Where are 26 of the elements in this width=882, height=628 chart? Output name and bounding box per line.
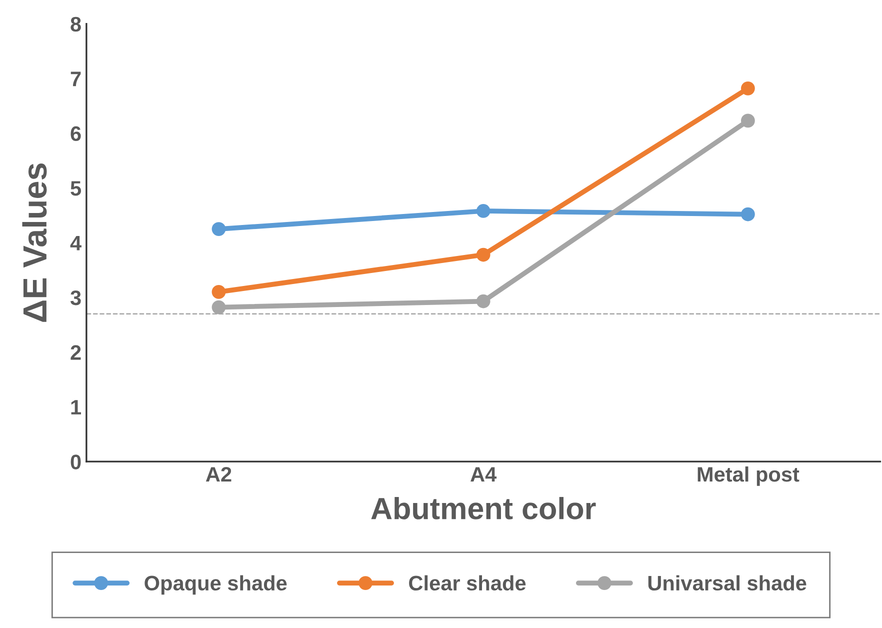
legend-label: Opaque shade [144,575,287,595]
point [212,300,226,314]
x-tick-label: Metal post [698,466,800,486]
point [740,114,755,128]
point [476,294,490,308]
y-tick-label: 1 [71,400,81,414]
point [476,204,490,218]
x-tick-label: A4 [470,467,497,482]
y-tick-label: 3 [70,290,81,306]
legend-label: Univarsal shade [648,575,806,591]
x-tick-label: A2 [206,466,232,482]
point [212,222,226,236]
y-tick-label: 0 [70,454,81,470]
y-tick-label: 8 [70,16,81,32]
point [740,81,755,96]
point [212,285,226,299]
point [476,248,490,262]
x-axis-title: Abutment color [371,496,596,520]
point [740,207,755,222]
y-tick-label: 4 [70,236,82,250]
y-tick-label: 7 [70,72,81,86]
y-tick-label: 2 [70,345,81,360]
y-tick-label: 5 [70,181,81,196]
y-tick-label: 6 [70,126,81,142]
y-axis-title: ΔE Values [22,164,47,322]
legend-label: Clear shade [409,575,526,591]
